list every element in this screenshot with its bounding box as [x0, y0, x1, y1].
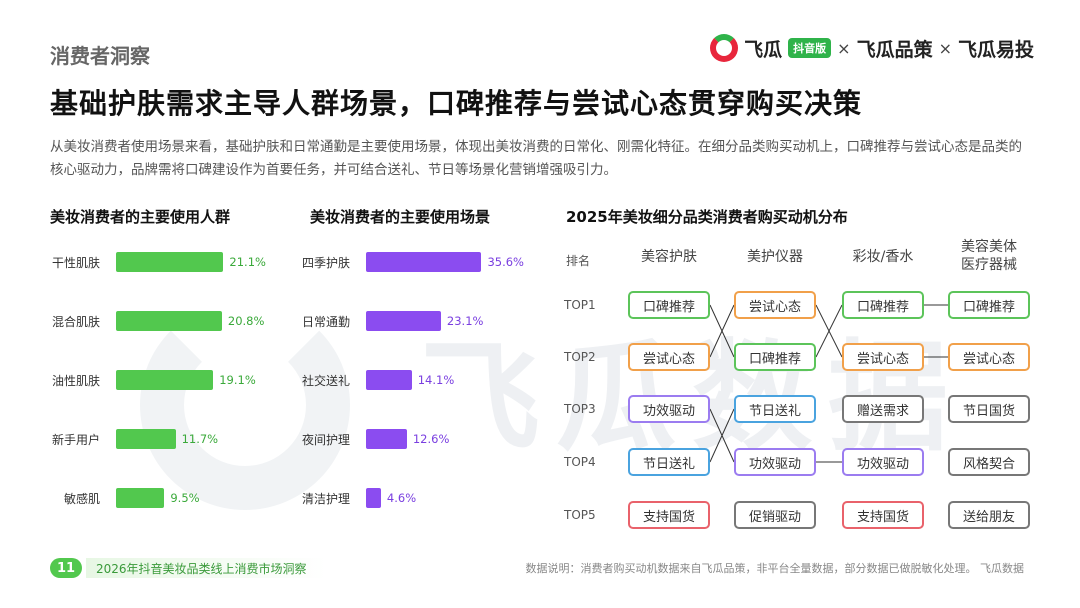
bar-category-label: 夜间护理 [301, 433, 350, 447]
bar-category-label: 日常通勤 [301, 315, 350, 329]
bar-value-label: 19.1% [219, 373, 256, 387]
bar-category-label: 油性肌肤 [51, 374, 100, 388]
bar-value-label: 35.6% [487, 255, 524, 269]
bar-category-label: 清洁护理 [301, 492, 350, 506]
category-column-header: 美容美体 医疗器械 [961, 239, 1017, 273]
bar-category-label: 四季护肤 [301, 256, 350, 270]
bar-category-label: 敏感肌 [63, 492, 100, 506]
rank-label: TOP3 [564, 402, 596, 416]
motive-cell: 促销驱动 [734, 501, 816, 529]
page-headline: 基础护肤需求主导人群场景，口碑推荐与尝试心态贯穿购买决策 [50, 87, 863, 120]
bar-category-label: 新手用户 [51, 433, 100, 447]
footer-data-note: 数据说明：消费者购买动机数据来自飞瓜品策，非平台全量数据，部分数据已做脱敏化处理… [525, 562, 1025, 575]
chart-title-purchase-motives: 2025年美妆细分品类消费者购买动机分布 [566, 208, 848, 226]
bar [366, 252, 482, 272]
bar-value-label: 21.1% [229, 255, 266, 269]
motive-cell: 送给朋友 [948, 501, 1030, 529]
page-number-badge: 11 [50, 558, 82, 578]
bar-chart-user-groups: 干性肌肤 21.1% 混合肌肤 20.8% 油性肌肤 19.1% 新手用户 11.7% 敏感肌 9… [50, 240, 270, 540]
bar [116, 488, 165, 508]
bar-value-label: 9.5% [170, 491, 200, 505]
logo-part1: 飞瓜 [744, 38, 783, 61]
bar-value-label: 11.7% [181, 432, 219, 446]
motive-cell: 功效驱动 [628, 395, 710, 423]
motive-cell: 节日送礼 [734, 395, 816, 423]
motive-cell: 口碑推荐 [948, 291, 1030, 319]
category-column-header: 彩妆/香水 [852, 249, 914, 265]
logo-part2: 飞瓜品策 [856, 38, 933, 61]
rank-column-header: 排名 [566, 254, 591, 268]
bar-category-label: 社交送礼 [301, 374, 350, 388]
category-column-header: 美容护肤 [641, 249, 697, 265]
motive-connector-line [815, 304, 843, 358]
motive-cell: 口碑推荐 [842, 291, 924, 319]
bar [116, 370, 214, 390]
bar [366, 370, 412, 390]
motive-cell: 尝试心态 [734, 291, 816, 319]
motive-cell: 支持国货 [842, 501, 924, 529]
bar [366, 311, 441, 331]
bar [366, 429, 407, 449]
logo-part3: 飞瓜易投 [957, 38, 1034, 61]
motive-cell: 节日国货 [948, 395, 1030, 423]
motive-cell: 功效驱动 [734, 448, 816, 476]
category-column-header: 美护仪器 [747, 249, 803, 265]
brand-logo: 飞瓜 抖音版 × 飞瓜品策 × 飞瓜易投 [710, 34, 1034, 62]
motive-cell: 尝试心态 [842, 343, 924, 371]
bar-category-label: 干性肌肤 [51, 256, 100, 270]
motive-cell: 支持国货 [628, 501, 710, 529]
chart-title-user-groups: 美妆消费者的主要使用人群 [50, 208, 231, 226]
rank-label: TOP5 [564, 508, 596, 522]
chart-title-usage-scenes: 美妆消费者的主要使用场景 [310, 208, 491, 226]
bar-category-label: 混合肌肤 [51, 315, 100, 329]
bar-value-label: 14.1% [417, 373, 455, 387]
motive-cell: 口碑推荐 [628, 291, 710, 319]
rank-label: TOP1 [564, 298, 596, 312]
footer-report-title: 2026年抖音美妆品类线上消费市场洞察 [86, 558, 326, 578]
feigua-logo-icon [710, 34, 739, 62]
bar-chart-usage-scenes: 四季护肤 35.6% 日常通勤 23.1% 社交送礼 14.1% 夜间护理 12.6% 清洁护理… [300, 240, 530, 540]
logo-badge: 抖音版 [788, 38, 832, 58]
logo-separator: × [837, 38, 851, 58]
bar-value-label: 12.6% [412, 432, 450, 446]
motive-cell: 尝试心态 [948, 343, 1030, 371]
motive-connector-line [709, 304, 735, 358]
motive-cell: 尝试心态 [628, 343, 710, 371]
motive-cell: 赠送需求 [842, 395, 924, 423]
motive-cell: 节日送礼 [628, 448, 710, 476]
bar [116, 311, 222, 331]
matrix-connector-lines [709, 304, 948, 463]
bar [366, 488, 381, 508]
section-tag: 消费者洞察 [50, 44, 150, 68]
purchase-motive-matrix: 排名 美容护肤 美护仪器 彩妆/香水 美容美体 医疗器械 TOP1 TOP2 TOP3 TOP4… [560, 236, 1040, 546]
logo-separator: × [938, 38, 952, 58]
motive-cell: 口碑推荐 [734, 343, 816, 371]
rank-label: TOP4 [564, 455, 596, 469]
motive-connector-line [709, 408, 735, 463]
bar [116, 429, 176, 449]
intro-paragraph: 从美妆消费者使用场景来看，基础护肤和日常通勤是主要使用场景，体现出美妆消费的日常… [50, 139, 1022, 178]
motive-cell: 功效驱动 [842, 448, 924, 476]
rank-label: TOP2 [564, 350, 596, 364]
bar-value-label: 20.8% [227, 314, 265, 328]
motive-cell: 风格契合 [948, 448, 1030, 476]
bar-value-label: 23.1% [446, 314, 484, 328]
bar [116, 252, 224, 272]
bar-value-label: 4.6% [386, 491, 417, 505]
